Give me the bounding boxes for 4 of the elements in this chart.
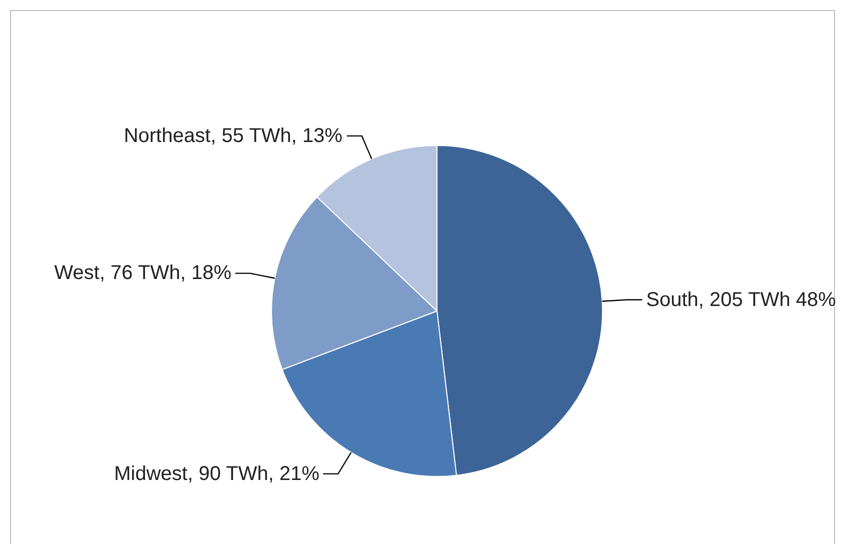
- slice-label: South, 205 TWh 48%: [646, 288, 836, 313]
- slice-label: Northeast, 55 TWh, 13%: [124, 124, 342, 149]
- slice-label: West, 76 TWh, 18%: [54, 261, 232, 286]
- slice-label: Midwest, 90 TWh, 21%: [114, 462, 320, 487]
